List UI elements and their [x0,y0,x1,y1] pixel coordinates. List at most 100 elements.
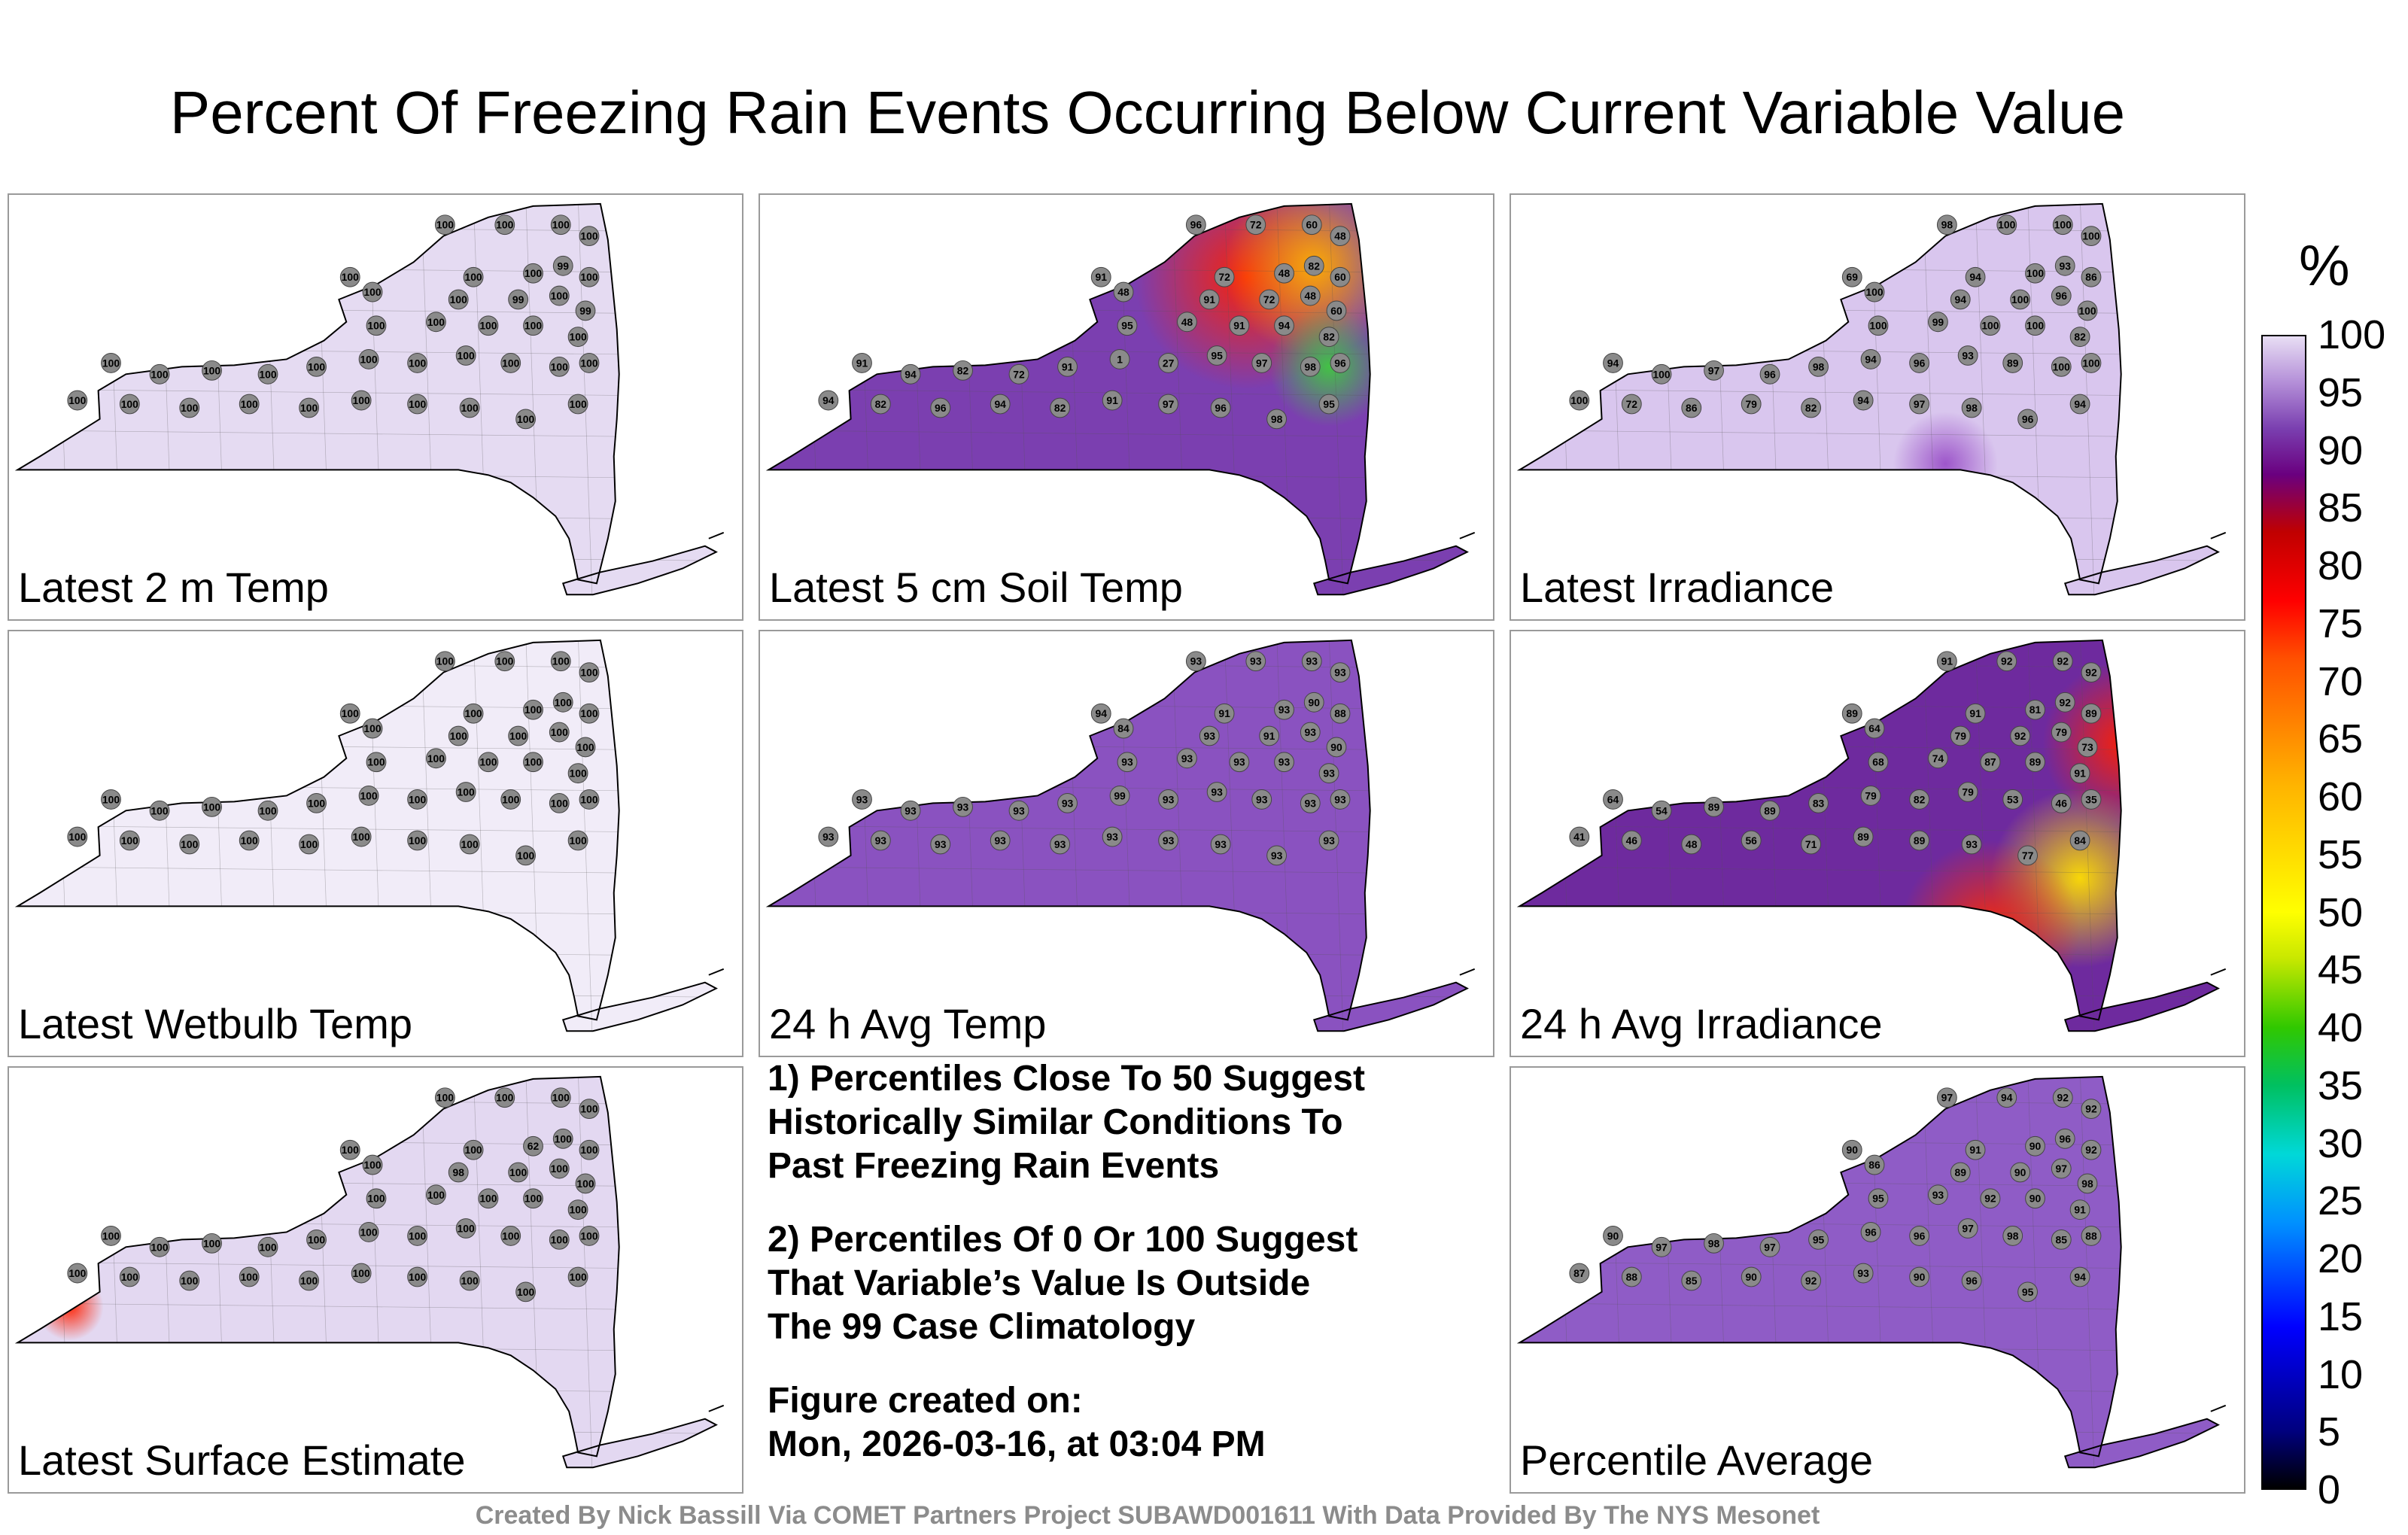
station-value: 82 [1309,260,1321,272]
station-value: 46 [2056,797,2068,809]
station-marker [1864,281,1885,302]
station-marker [2025,1188,2045,1209]
station-marker [179,397,200,418]
station-value: 98 [1271,413,1283,425]
station-marker [455,782,476,802]
panel-label: Latest Wetbulb Temp [18,1000,413,1047]
station-value: 100 [496,219,513,231]
station-value: 91 [1106,394,1118,406]
station-marker [549,1158,570,1179]
station-marker [1210,397,1231,418]
colorbar-tick: 20 [2318,1236,2364,1281]
station-marker [351,826,372,847]
station-value: 100 [569,1271,586,1283]
station-value: 99 [1114,789,1126,801]
station-value: 93 [1334,667,1346,679]
station-marker [1996,1087,2017,1108]
station-marker [549,285,570,306]
station-value: 100 [363,286,381,298]
station-marker [2054,255,2075,276]
station-value: 89 [1857,831,1869,843]
station-value: 100 [363,722,381,734]
station-marker [1177,312,1197,333]
station-marker [990,830,1011,851]
station-marker [1158,830,1179,851]
note-1-line-1: 1) Percentiles Close To 50 Suggest [768,1059,1366,1099]
station-value: 100 [121,834,138,847]
station-marker [900,363,921,385]
station-marker [549,1229,570,1250]
station-marker [1214,266,1235,287]
colorbar-tick: 65 [2318,716,2364,762]
station-marker [523,263,543,284]
station-marker [515,1281,536,1302]
station-marker [463,1139,484,1160]
station-value: 90 [2014,1166,2026,1178]
station-value: 1 [1117,353,1123,365]
colorbar-tick: 45 [2318,947,2364,993]
station-marker [101,789,121,810]
station-value: 93 [1106,831,1118,843]
station-value: 100 [259,804,276,816]
station-marker [1909,1226,1930,1246]
colorbar-tick: 40 [2318,1005,2364,1050]
station-value: 90 [1309,696,1321,708]
station-marker [407,1226,428,1246]
map-fill [1519,1076,2218,1468]
station-marker [567,327,588,348]
station-marker [2069,327,2090,348]
station-value: 62 [528,1140,540,1152]
station-value: 100 [464,1144,482,1156]
station-marker [459,834,480,855]
station-value: 90 [1745,1271,1757,1283]
station-value: 100 [509,730,527,742]
station-value: 100 [464,271,482,283]
station-marker [567,394,588,415]
map-fill [17,640,716,1032]
note-2: 2) Percentiles Of 0 Or 100 Suggest That … [768,1218,1467,1349]
station-value: 91 [1941,655,1953,667]
station-value: 100 [181,838,198,850]
station-value: 69 [1847,271,1859,283]
station-marker [2081,266,2102,287]
station-value: 98 [1708,1237,1720,1249]
station-value: 88 [2085,1230,2097,1242]
station-value: 96 [1190,219,1202,231]
contour-hotspot [36,1273,104,1341]
station-value: 93 [1233,756,1245,768]
station-value: 100 [450,730,467,742]
station-marker [1301,651,1322,672]
colorbar-tick: 0 [2318,1467,2341,1512]
station-marker [202,796,222,817]
station-marker [1330,226,1351,247]
station-value: 88 [1334,707,1346,719]
colorbar-tick: 95 [2318,369,2364,415]
station-marker [1704,796,1724,817]
station-value: 96 [2022,413,2034,425]
station-marker [2010,725,2031,746]
station-value: 99 [1932,316,1944,328]
station-marker [2051,792,2072,813]
station-value: 91 [1969,1144,1981,1156]
map-fill [768,640,1467,1032]
station-marker [1965,266,1986,287]
panel-label: Percentile Average [1520,1436,1874,1484]
station-marker [2069,763,2090,784]
station-value: 72 [1250,219,1262,231]
station-marker [2002,353,2023,373]
station-value: 93 [1271,850,1283,862]
station-marker [119,394,140,415]
state-outline [1516,202,2122,585]
station-value: 96 [1764,368,1776,380]
station-marker [579,1226,600,1246]
station-value: 100 [150,1241,168,1253]
station-marker [426,1184,446,1205]
station-marker [1681,1270,1702,1291]
station-marker [366,315,387,336]
station-marker [852,789,872,810]
station-value: 93 [1250,655,1262,667]
station-marker [567,830,588,851]
station-value: 100 [409,793,426,805]
station-marker [1860,349,1881,369]
station-value: 96 [1865,1226,1877,1238]
